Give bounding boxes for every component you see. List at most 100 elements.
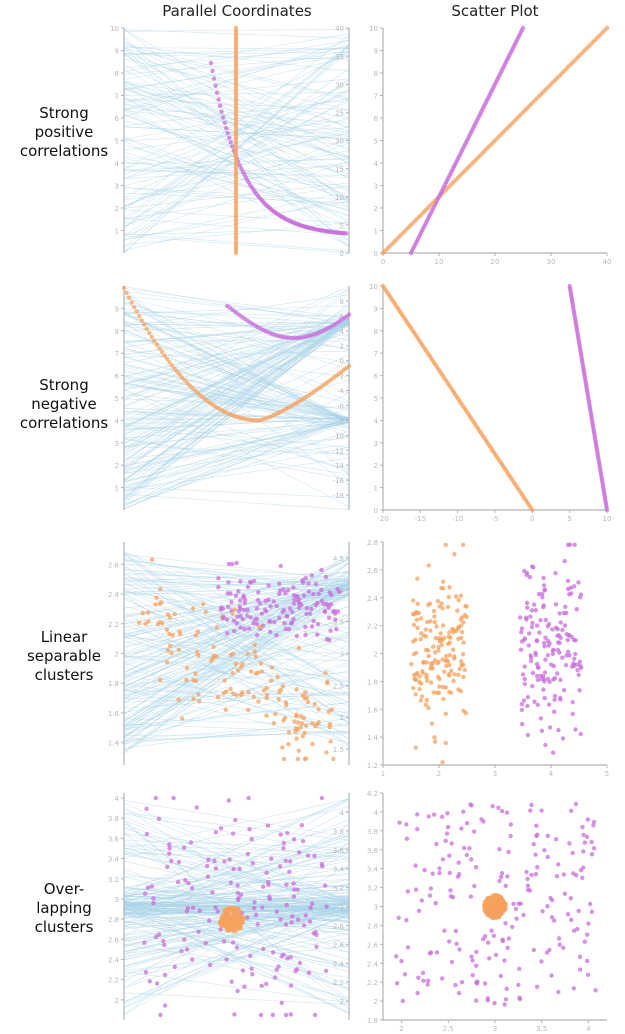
scatter-purple-point [556,989,561,995]
scatter-orange-point [494,897,500,903]
scatter-purple-point [427,893,433,898]
row2-charts: 123456789-18-16-14-12-10-8-6-4-202468012… [115,283,612,523]
scatter-orange-point [451,656,457,661]
scatter-purple-point [554,874,560,879]
pc-purple-point [245,613,250,618]
pc-orange-point [140,611,145,616]
pc-purple-point [229,561,235,567]
pc-purple-point [284,902,289,908]
row4-pc-left-tick-label: 3.8 [108,815,119,823]
scatter-purple-point [541,687,546,692]
pc-purple-point [176,859,182,865]
pc-purple-point [269,856,274,861]
pc-purple-point [237,163,242,168]
pc-line [123,909,350,958]
row2-pc-right-tick-label: -16 [333,477,345,485]
scatter-purple-point [542,644,547,649]
scatter-orange-point [420,669,425,674]
scatter-orange-point [414,617,420,623]
scatter-purple-point [539,728,545,733]
row2-scatter-y-tick-label: 10 [369,283,378,291]
pc-purple-point [285,830,290,836]
scatter-purple-point [556,936,562,941]
pc-orange-point [234,693,239,698]
scatter-purple-point [513,906,519,912]
pc-purple-point [282,620,287,626]
scatter-orange-point [426,648,431,653]
pc-purple-point [231,618,237,623]
pc-orange-point [230,611,235,616]
pc-line [123,559,350,592]
pc-orange-point [165,660,170,665]
row4-pc-right-tick-label: 3.8 [333,828,344,836]
pc-line [123,321,350,469]
pc-purple-point [343,231,349,236]
pc-purple-point [306,589,312,594]
scatter-orange-point [432,650,438,655]
pc-purple-point [222,859,227,864]
pc-purple-point [313,602,319,608]
pc-line [123,418,350,472]
pc-line [123,551,350,634]
pc-purple-point [287,869,292,875]
scatter-purple-point [413,863,418,868]
pc-purple-point [285,956,290,961]
pc-orange-point [280,745,285,750]
pc-purple-point [303,913,308,918]
row3-scatter-y-tick-label: 2.4 [367,595,379,603]
pc-purple-point [255,597,261,603]
pc-purple-point [267,619,272,624]
scatter-orange-point [435,599,441,604]
scatter-orange-point [418,616,424,621]
pc-orange-point [222,678,227,683]
row1-pc-right-tick-label: 5 [340,222,344,230]
scatter-orange-point [432,614,437,619]
scatter-purple-point [604,507,610,513]
pc-orange-point [152,338,157,343]
pc-purple-point [278,832,283,837]
scatter-orange-point [409,662,414,667]
scatter-purple-point [586,921,591,926]
pc-purple-point [265,823,271,828]
pc-orange-point [165,612,171,617]
scatter-purple-point [527,574,533,580]
pc-purple-point [303,632,308,638]
scatter-orange-point [443,685,449,690]
pc-purple-point [303,575,308,581]
scatter-purple-point [449,959,455,965]
pc-orange-point [324,750,329,755]
row4-pc-left-tick-label: 2.2 [108,977,119,985]
scatter-purple-point [459,980,465,985]
row4-pc-right-tick-label: 3.2 [333,885,344,893]
pc-line [123,816,350,906]
scatter-purple-point [518,901,523,906]
row2-pc-right-tick-label: -2 [337,373,344,381]
pc-purple-point [226,798,231,803]
pc-orange-point [310,721,315,726]
scatter-orange-point [428,666,433,671]
pc-orange-point [232,607,237,612]
pc-purple-point [249,837,254,842]
pc-line [123,552,350,714]
scatter-orange-point [411,598,416,603]
pc-orange-point [286,730,292,735]
scatter-purple-point [474,998,479,1003]
scatter-purple-point [445,824,451,830]
pc-purple-point [346,312,352,317]
pc-line [123,321,350,364]
pc-purple-point [196,929,201,934]
pc-purple-point [250,972,255,977]
scatter-purple-point [529,608,535,613]
row1-pc-right-tick-label: 30 [335,81,344,89]
pc-orange-point [168,643,173,648]
scatter-purple-point [440,976,445,981]
pc-line [123,347,350,438]
scatter-purple-point [464,821,470,826]
pc-line [123,824,350,956]
scatter-orange-point [451,678,456,684]
row2-pc-right-tick-label: 0 [340,358,344,366]
pc-purple-point [144,831,150,837]
scatter-purple-point [544,950,550,955]
scatter-orange-point [501,906,507,912]
pc-purple-point [245,915,250,920]
